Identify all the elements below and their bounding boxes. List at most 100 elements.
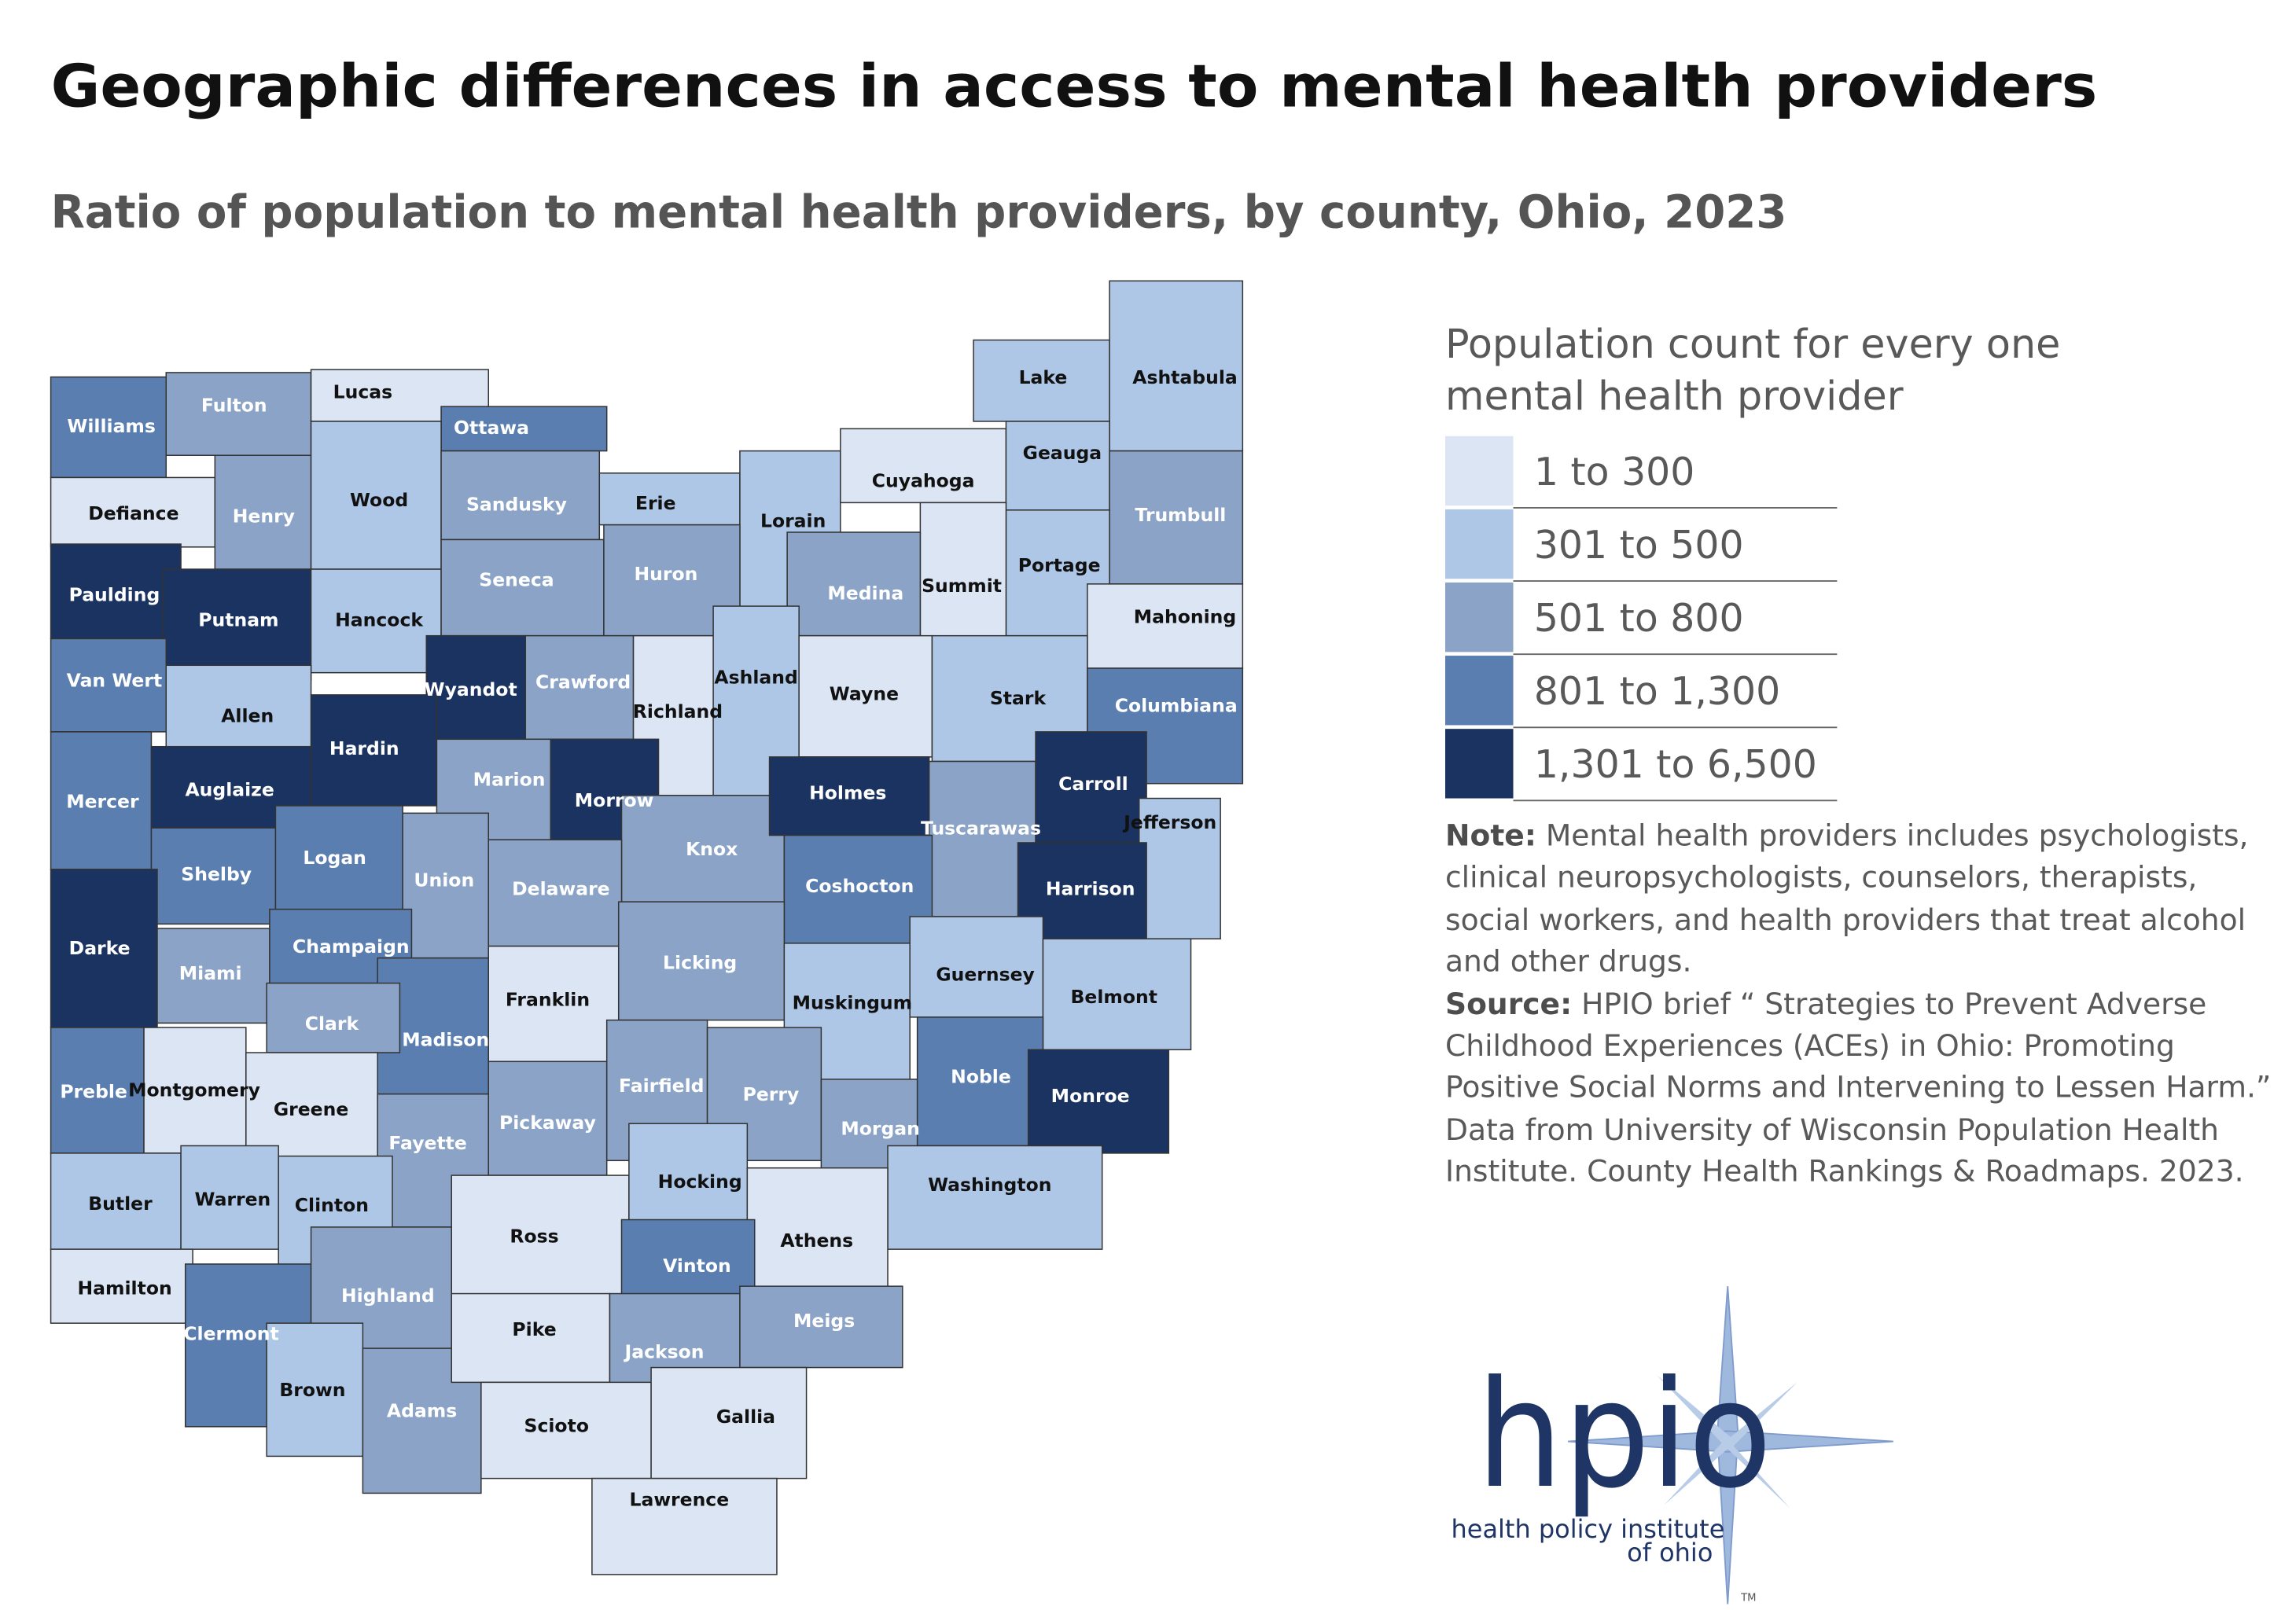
county-label: Richland — [633, 700, 723, 722]
county-label: Franklin — [506, 989, 590, 1011]
county-label: Highland — [341, 1285, 435, 1307]
county-label: Miami — [179, 962, 242, 984]
county-label: Ashtabula — [1132, 366, 1237, 388]
county-label: Erie — [635, 492, 676, 514]
county — [1109, 450, 1244, 585]
logo-tagline: health policy institute — [1452, 1514, 1725, 1544]
county-labels: Williams Fulton Lucas Ottawa Defiance Henry Wo… — [60, 366, 1237, 1510]
county — [1005, 421, 1110, 511]
county-label: Guernsey — [936, 964, 1035, 986]
subtitle: Ratio of population to mental health pro… — [51, 186, 1787, 239]
county — [50, 376, 167, 479]
county-label: Tuscarawas — [921, 818, 1041, 840]
county-label: Holmes — [809, 781, 886, 803]
county-label: Putnam — [198, 608, 278, 630]
county-label: Muskingum — [793, 991, 913, 1013]
county — [440, 539, 605, 637]
county-label: Scioto — [524, 1414, 589, 1436]
logo-star — [1656, 1374, 1797, 1509]
county-label: Warren — [194, 1189, 270, 1211]
legend-label: 1,301 to 6,500 — [1534, 742, 1817, 787]
county-label: Cuyahoga — [872, 470, 975, 492]
county — [214, 454, 312, 570]
county-label: Lake — [1019, 366, 1068, 388]
legend-swatch — [1445, 656, 1514, 726]
note-text: Mental health providers includes psychol… — [1445, 817, 2249, 980]
county — [50, 1152, 182, 1250]
county — [1087, 583, 1244, 669]
county-label: Van Wert — [67, 669, 163, 691]
county — [620, 795, 786, 902]
county-label: Marion — [473, 768, 546, 790]
county — [451, 1174, 630, 1302]
county-label: Paulding — [69, 583, 160, 605]
county-label: Morgan — [841, 1117, 920, 1139]
county — [617, 901, 786, 1021]
county-label: Gallia — [716, 1406, 775, 1428]
source-label: Source: — [1445, 985, 1573, 1021]
county — [150, 827, 277, 925]
legend-swatch — [1445, 509, 1514, 579]
county — [1087, 667, 1244, 785]
logo: hpio health policy institute of ohio TM — [1452, 1286, 1893, 1604]
county — [50, 476, 216, 548]
county-label: Athens — [780, 1230, 853, 1252]
county — [746, 1167, 889, 1310]
legend-label: 1 to 300 — [1534, 450, 1695, 494]
county — [165, 372, 312, 456]
county-label: Wyandot — [425, 678, 517, 700]
county-label: Summit — [922, 575, 1002, 597]
county-label: Butler — [88, 1193, 153, 1215]
county-label: Licking — [663, 952, 737, 974]
county — [50, 1027, 145, 1154]
county-label: Fairfield — [619, 1075, 704, 1097]
county-label: Mercer — [66, 791, 139, 813]
county — [266, 1322, 364, 1457]
county-label: Monroe — [1051, 1085, 1130, 1107]
note-box: Note: Mental health providers includes p… — [1445, 814, 2273, 1193]
county-label: Henry — [233, 505, 295, 527]
county — [739, 1285, 903, 1369]
legend-swatch — [1445, 582, 1514, 652]
county — [402, 812, 489, 959]
legend-title: Population count for every one mental he… — [1445, 322, 2061, 421]
county-map — [50, 280, 1244, 1575]
note-label: Note: — [1445, 817, 1536, 854]
county — [50, 543, 182, 640]
county — [156, 928, 270, 1024]
note: Note: Mental health providers includes p… — [1445, 814, 2273, 1193]
title: Geographic differences in access to ment… — [51, 51, 2098, 120]
county-label: Pickaway — [499, 1112, 596, 1134]
county — [650, 1366, 808, 1480]
county-label: Hardin — [329, 737, 399, 759]
county-label: Hamilton — [77, 1277, 171, 1299]
county — [440, 450, 601, 541]
legend: 1 to 300 301 to 500 501 to 800 801 to 1,300… — [1445, 436, 1838, 802]
logo-tagline: of ohio — [1627, 1538, 1713, 1568]
county-label: Greene — [274, 1098, 348, 1120]
county-label: Seneca — [479, 569, 554, 591]
county-label: Pike — [512, 1318, 556, 1340]
county — [50, 1248, 193, 1324]
county-label: Shelby — [181, 863, 252, 885]
county-label: Brown — [279, 1379, 345, 1401]
legend-label: 501 to 800 — [1534, 596, 1744, 641]
county — [269, 908, 413, 984]
county-label: Portage — [1018, 554, 1101, 576]
county — [165, 664, 312, 748]
county-label: Columbiana — [1115, 694, 1238, 716]
county-label: Lucas — [333, 381, 392, 403]
county-label: Trumbull — [1135, 504, 1226, 526]
county-label: Williams — [67, 415, 155, 437]
logo-name: hpio — [1476, 1349, 1772, 1521]
county-label: Meigs — [793, 1310, 855, 1332]
legend-label: 801 to 1,300 — [1534, 669, 1780, 714]
legend-label: 301 to 500 — [1534, 523, 1744, 568]
county — [973, 339, 1110, 422]
county — [628, 1123, 749, 1228]
county-label: Perry — [743, 1083, 800, 1105]
logo-trademark: TM — [1740, 1593, 1756, 1604]
legend-swatch — [1445, 729, 1514, 799]
county — [916, 1016, 1044, 1147]
